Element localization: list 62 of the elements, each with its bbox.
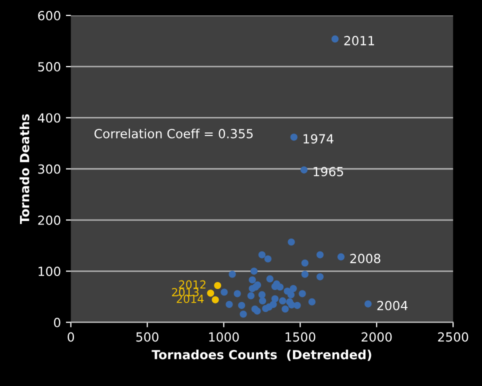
point <box>364 300 372 308</box>
y-tick-label: 500 <box>38 62 60 72</box>
x-tick-label: 2000 <box>362 332 392 342</box>
point <box>298 290 306 298</box>
point <box>258 251 266 258</box>
point <box>266 275 274 282</box>
point <box>254 308 261 315</box>
point <box>247 292 254 300</box>
point <box>271 295 279 302</box>
y-tick-label: 400 <box>38 113 60 123</box>
annotation: 2011 <box>344 36 374 46</box>
x-axis-title: Tornadoes Counts (Detrended) <box>152 350 372 361</box>
point <box>282 305 289 313</box>
y-tick-label: 600 <box>38 10 60 20</box>
annotation: 2008 <box>350 254 380 264</box>
point <box>300 166 308 174</box>
point <box>332 35 339 43</box>
annotation: 2004 <box>377 300 408 310</box>
y-axis-title: Tornado Deaths <box>20 114 30 224</box>
x-tick-label: 2500 <box>438 332 468 342</box>
point <box>212 296 219 304</box>
point <box>287 291 295 298</box>
point <box>288 238 295 246</box>
point <box>308 298 316 306</box>
point <box>288 301 296 308</box>
point <box>301 270 308 278</box>
y-tick-label: 200 <box>38 215 60 225</box>
point <box>316 273 324 280</box>
point <box>226 300 233 308</box>
point <box>238 302 246 309</box>
point <box>301 259 308 267</box>
point <box>264 255 272 262</box>
point <box>248 276 256 284</box>
point <box>228 270 236 278</box>
point <box>316 251 324 258</box>
x-tick-label: 500 <box>136 332 158 342</box>
x-tick-label: 1000 <box>209 332 239 342</box>
point <box>250 268 258 275</box>
point <box>220 288 228 296</box>
point <box>337 253 345 260</box>
y-tick-label: 0 <box>54 318 60 328</box>
annotation: 1974 <box>304 134 334 144</box>
annotation: 1965 <box>314 166 344 176</box>
point <box>290 285 297 292</box>
point <box>240 310 247 318</box>
point <box>276 283 284 291</box>
x-tick-label: 0 <box>68 332 74 342</box>
y-tick-label: 300 <box>38 164 60 174</box>
point <box>265 303 273 311</box>
point <box>214 282 222 290</box>
point <box>234 290 241 298</box>
annotation: Correlation Coeff = 0.355 <box>94 128 253 138</box>
point <box>290 134 298 141</box>
x-tick-label: 1500 <box>286 332 316 342</box>
point <box>294 302 301 309</box>
point <box>258 291 266 298</box>
point <box>259 297 266 304</box>
point <box>279 297 286 304</box>
point <box>207 290 214 297</box>
annotation: 2014 <box>176 294 204 304</box>
annotation: 2012 <box>179 280 206 289</box>
y-tick-label: 100 <box>38 266 60 276</box>
